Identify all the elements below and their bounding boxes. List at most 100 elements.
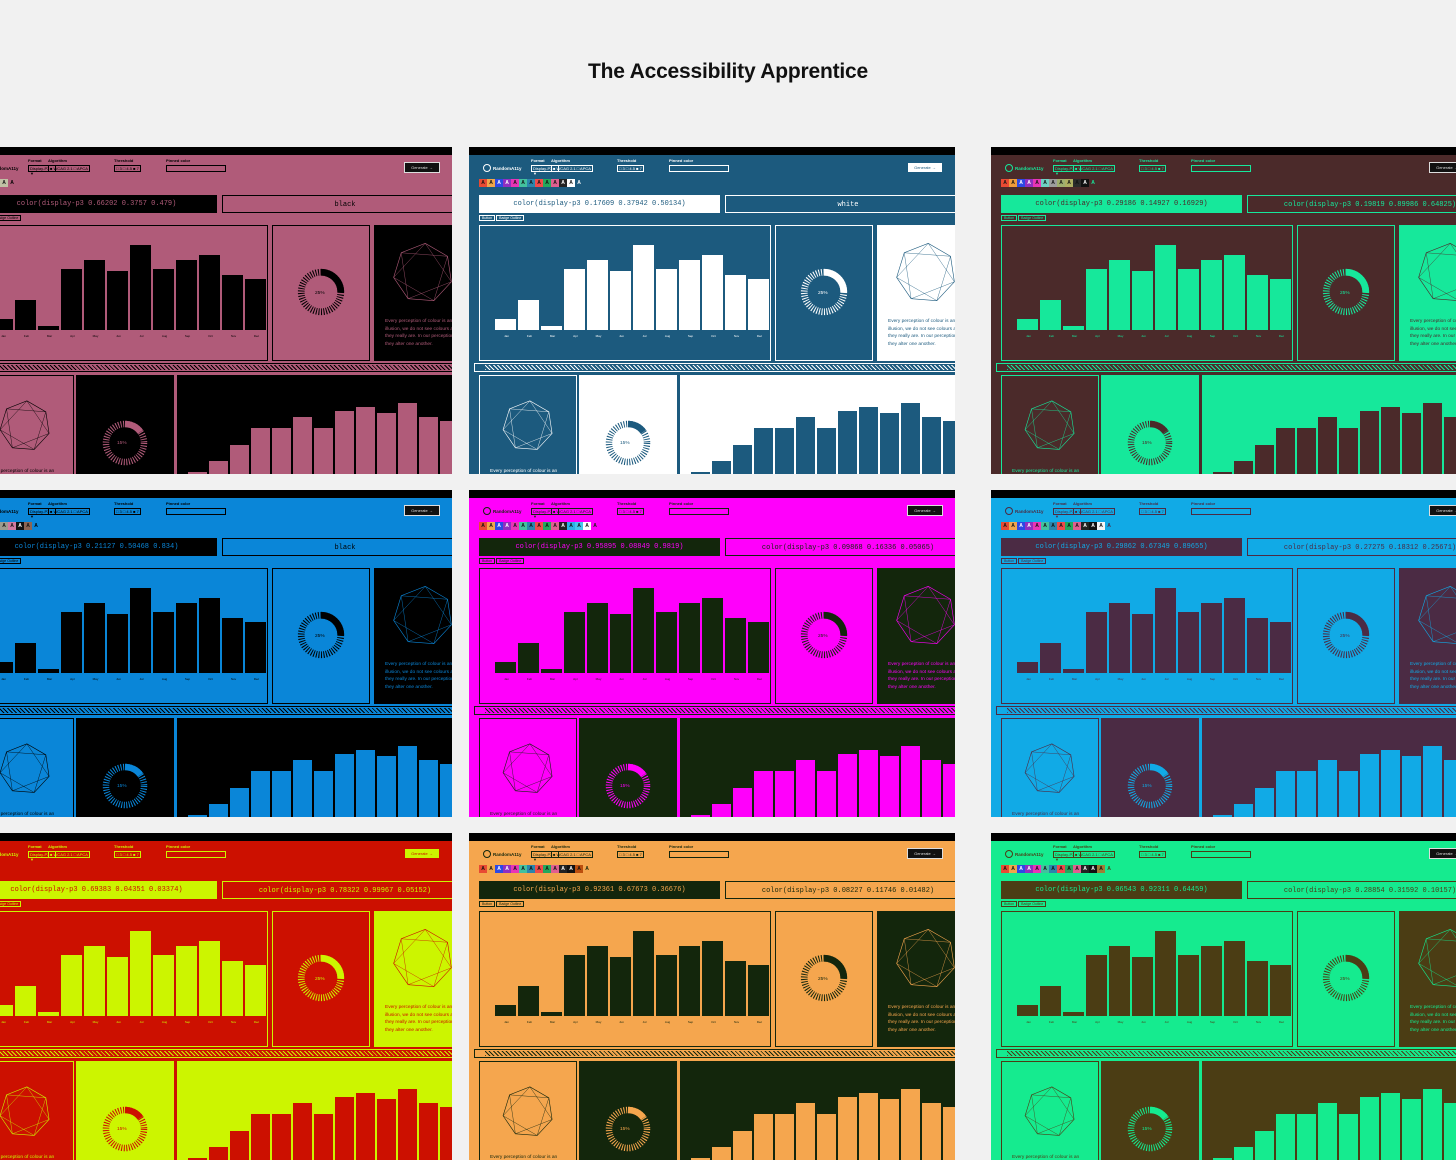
generate-button[interactable]: Generate →	[1429, 505, 1456, 516]
algorithm-options[interactable]: ■ WCAG 2.1 □ APCA	[48, 165, 90, 172]
swatch[interactable]: A	[0, 179, 8, 187]
swatch[interactable]: A	[479, 865, 487, 873]
pinned-color-input[interactable]	[1191, 165, 1251, 172]
generate-button[interactable]: Generate →	[1429, 162, 1456, 173]
swatch[interactable]: A	[8, 179, 16, 187]
swatch[interactable]: A	[543, 522, 551, 530]
swatch[interactable]: A	[503, 179, 511, 187]
swatch[interactable]: A	[575, 865, 583, 873]
swatch[interactable]: A	[1025, 522, 1033, 530]
swatch[interactable]: A	[567, 865, 575, 873]
threshold-options[interactable]: □ 3 □ 4.5 ■ 7	[1139, 851, 1166, 858]
tab-badge-outline[interactable]: Badge Outline	[1018, 558, 1046, 564]
algorithm-options[interactable]: ■ WCAG 2.1 □ APCA	[1073, 508, 1115, 515]
generate-button[interactable]: Generate →	[907, 505, 943, 516]
swatch[interactable]: A	[1017, 179, 1025, 187]
swatch[interactable]: A	[1065, 865, 1073, 873]
color-value-primary[interactable]: color(display-p3 0.29186 0.14927 0.16929…	[1001, 195, 1242, 213]
swatch[interactable]: A	[1041, 865, 1049, 873]
algorithm-options[interactable]: ■ WCAG 2.1 □ APCA	[551, 165, 593, 172]
swatch[interactable]: A	[1105, 865, 1113, 873]
swatch[interactable]: A	[567, 179, 575, 187]
color-value-primary[interactable]: color(display-p3 0.69383 0.04351 0.03374…	[0, 881, 217, 899]
tab-badge-outline[interactable]: Badge Outline	[1018, 901, 1046, 907]
swatch[interactable]: A	[1009, 179, 1017, 187]
swatch[interactable]: A	[1089, 179, 1097, 187]
threshold-options[interactable]: □ 3 □ 4.5 ■ 7	[1139, 508, 1166, 515]
swatch[interactable]: A	[32, 522, 40, 530]
swatch[interactable]: A	[559, 522, 567, 530]
pinned-color-input[interactable]	[669, 851, 729, 858]
swatch[interactable]: A	[1097, 522, 1105, 530]
color-value-primary[interactable]: color(display-p3 0.21127 0.50468 0.834)	[0, 538, 217, 556]
swatch[interactable]: A	[1033, 522, 1041, 530]
pinned-color-input[interactable]	[1191, 508, 1251, 515]
color-value-secondary[interactable]: color(display-p3 0.08227 0.11746 0.01482…	[725, 881, 955, 899]
color-value-primary[interactable]: color(display-p3 0.92361 0.67673 0.36676…	[479, 881, 720, 899]
generate-button[interactable]: Generate →	[404, 848, 440, 859]
threshold-options[interactable]: □ 3 □ 4.5 ■ 7	[617, 508, 644, 515]
swatch[interactable]: A	[1001, 179, 1009, 187]
swatch[interactable]: A	[567, 522, 575, 530]
swatch[interactable]: A	[535, 522, 543, 530]
swatch[interactable]: A	[1089, 522, 1097, 530]
algorithm-options[interactable]: ■ WCAG 2.1 □ APCA	[551, 851, 593, 858]
swatch[interactable]: A	[1057, 179, 1065, 187]
swatch[interactable]: A	[1097, 865, 1105, 873]
swatch[interactable]: A	[1057, 522, 1065, 530]
swatch[interactable]: A	[1049, 522, 1057, 530]
color-value-secondary[interactable]: color(display-p3 0.78322 0.99967 0.05152…	[222, 881, 452, 899]
tab-button[interactable]: Button	[1001, 558, 1017, 564]
color-value-secondary[interactable]: black	[222, 538, 452, 556]
threshold-options[interactable]: □ 3 □ 4.5 ■ 7	[114, 165, 141, 172]
swatch[interactable]: A	[591, 522, 599, 530]
tab-button[interactable]: Button	[479, 215, 495, 221]
color-value-secondary[interactable]: color(display-p3 0.09868 0.16336 0.05065…	[725, 538, 955, 556]
swatch[interactable]: A	[1009, 865, 1017, 873]
tab-button[interactable]: Button	[1001, 901, 1017, 907]
color-value-secondary[interactable]: white	[725, 195, 955, 213]
tab-badge-outline[interactable]: Badge Outline	[0, 558, 21, 564]
swatch[interactable]: A	[1089, 865, 1097, 873]
swatch[interactable]: A	[503, 865, 511, 873]
swatch[interactable]: A	[479, 522, 487, 530]
swatch[interactable]: A	[24, 522, 32, 530]
swatch[interactable]: A	[575, 179, 583, 187]
color-value-secondary[interactable]: color(display-p3 0.27275 0.18312 0.25671…	[1247, 538, 1456, 556]
swatch[interactable]: A	[1017, 522, 1025, 530]
swatch[interactable]: A	[1041, 179, 1049, 187]
pinned-color-input[interactable]	[166, 851, 226, 858]
threshold-options[interactable]: □ 3 □ 4.5 ■ 7	[1139, 165, 1166, 172]
swatch[interactable]: A	[527, 522, 535, 530]
swatch[interactable]: A	[495, 865, 503, 873]
swatch[interactable]: A	[1065, 179, 1073, 187]
swatch[interactable]: A	[1001, 522, 1009, 530]
generate-button[interactable]: Generate →	[907, 162, 943, 173]
algorithm-options[interactable]: ■ WCAG 2.1 □ APCA	[551, 508, 593, 515]
swatch[interactable]: A	[487, 179, 495, 187]
swatch[interactable]: A	[1065, 522, 1073, 530]
swatch[interactable]: A	[1009, 522, 1017, 530]
swatch[interactable]: A	[487, 865, 495, 873]
color-value-primary[interactable]: color(display-p3 0.29862 0.67349 0.89655…	[1001, 538, 1242, 556]
swatch[interactable]: A	[511, 522, 519, 530]
color-value-secondary[interactable]: color(display-p3 0.19819 0.89986 0.64825…	[1247, 195, 1456, 213]
algorithm-options[interactable]: ■ WCAG 2.1 □ APCA	[1073, 165, 1115, 172]
swatch[interactable]: A	[16, 522, 24, 530]
swatch[interactable]: A	[543, 179, 551, 187]
swatch[interactable]: A	[1033, 865, 1041, 873]
color-value-secondary[interactable]: black	[222, 195, 452, 213]
threshold-options[interactable]: □ 3 □ 4.5 ■ 7	[617, 165, 644, 172]
swatch[interactable]: A	[1073, 179, 1081, 187]
color-value-secondary[interactable]: color(display-p3 0.28854 0.31592 0.10157…	[1247, 881, 1456, 899]
swatch[interactable]: A	[559, 179, 567, 187]
algorithm-options[interactable]: ■ WCAG 2.1 □ APCA	[48, 508, 90, 515]
swatch[interactable]: A	[495, 179, 503, 187]
tab-badge-outline[interactable]: Badge Outline	[496, 901, 524, 907]
swatch[interactable]: A	[1081, 522, 1089, 530]
color-value-primary[interactable]: color(display-p3 0.66202 0.3757 0.479)	[0, 195, 217, 213]
swatch[interactable]: A	[0, 522, 8, 530]
swatch[interactable]: A	[1057, 865, 1065, 873]
swatch[interactable]: A	[583, 865, 591, 873]
threshold-options[interactable]: □ 3 □ 4.5 ■ 7	[114, 851, 141, 858]
